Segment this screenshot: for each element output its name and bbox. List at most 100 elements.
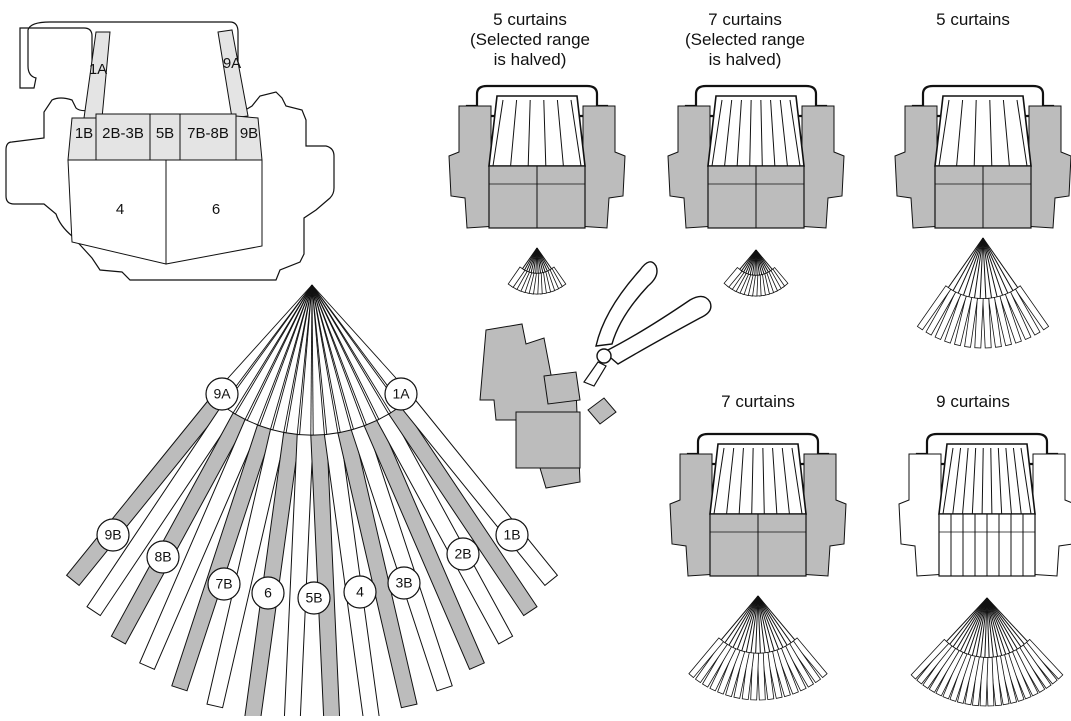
fan-strip [688, 637, 725, 679]
curtain-strip [86, 404, 236, 617]
pliers-pivot-icon [596, 348, 612, 364]
hanging-line [311, 284, 413, 397]
stage-curtain-area [938, 443, 1036, 515]
curtain-label-badge [251, 576, 285, 610]
curtain-line [724, 99, 733, 167]
curtain-label: 1A [392, 386, 410, 402]
stage-variant-v4 [669, 432, 847, 577]
curtain-label-badge [343, 575, 377, 609]
curtain-line [492, 99, 504, 167]
curtain-line [973, 99, 977, 167]
fan-strip [788, 640, 822, 684]
stage-wing-left [894, 105, 944, 229]
fan-strip [791, 637, 828, 679]
zone-label: 7B-8B [187, 125, 229, 142]
pliers-icon [595, 261, 658, 347]
stage-curtain-area [934, 95, 1032, 167]
fan-strip [741, 651, 755, 701]
fan-v2 [723, 249, 789, 297]
fan-strip [507, 266, 526, 288]
fan-strip [770, 649, 791, 698]
curtain-line [713, 447, 725, 515]
stage-variant-v3 [894, 84, 1071, 229]
fan-strip [972, 656, 985, 707]
hanging-line [232, 284, 313, 414]
caption-line: is halved) [493, 50, 567, 69]
hanging-line [283, 284, 313, 433]
fan-strip [709, 645, 737, 692]
curtain-line [1005, 447, 1012, 515]
stage-wing-left [448, 105, 498, 229]
curtain-line [1020, 447, 1032, 515]
curtain-line [779, 99, 788, 167]
curtain-line [981, 447, 984, 515]
fan-strip [964, 297, 978, 348]
curtain-label: 9A [213, 386, 231, 402]
fan-strip [935, 649, 964, 697]
hanging-line [311, 284, 401, 407]
stage-curtain-area [488, 95, 586, 167]
hanging-line [296, 284, 313, 435]
curtain-label: 9B [104, 527, 121, 543]
hanging-line [257, 284, 313, 426]
fan-strip [733, 650, 750, 699]
curtain-line [527, 99, 531, 167]
curtain-line [1016, 99, 1028, 167]
fan-strip [775, 647, 799, 695]
curtain-line [738, 447, 744, 515]
curtain-label: 7B [215, 576, 232, 592]
fan-strip [1004, 291, 1032, 341]
curtain-line [971, 447, 977, 515]
curtain-label-badge [205, 377, 239, 411]
fan-strip [694, 640, 728, 684]
hanging-line [310, 284, 313, 436]
curtain-label: 5B [305, 590, 322, 606]
fan-strip [1002, 652, 1025, 702]
hanging-line [221, 284, 313, 406]
curtain-line [942, 447, 954, 515]
curtain-label-badge [297, 581, 331, 615]
curtain-strip [363, 418, 485, 670]
caption-line: 7 curtains [721, 392, 795, 411]
zone-label: 1B [75, 125, 93, 142]
fan-strip [766, 650, 783, 699]
zone-label: 6 [212, 201, 220, 218]
fan-strip [956, 654, 976, 704]
stage-wing-right [1022, 105, 1071, 229]
fan-strip [1014, 285, 1050, 331]
fan-strip [779, 645, 807, 692]
stage-wing-right [1026, 453, 1071, 577]
hanging-line [211, 284, 313, 397]
curtain-fan: 9A 1A 9B 8B 7B 6 5B 4 3B 2B 1B [65, 284, 559, 721]
fan-strip [1017, 644, 1052, 689]
fan-strip [701, 643, 733, 688]
fan-strip [1014, 646, 1046, 693]
curtain-strip [337, 428, 418, 709]
curtain-line [543, 99, 547, 167]
caption-7-curtains-halved: 7 curtains (Selected range is halved) [645, 10, 845, 70]
zone-9a [217, 29, 249, 119]
curtain-line [789, 99, 801, 167]
stage-variant-v5 [898, 432, 1071, 577]
fan-strip [916, 285, 952, 331]
curtain-line [510, 99, 518, 167]
pliers-jaw-icon [583, 361, 607, 387]
curtain-label-badge [384, 377, 418, 411]
cutting-illustration [479, 261, 712, 489]
stage-wing-right [576, 105, 626, 229]
curtain-line [956, 99, 964, 167]
caption-line: 7 curtains [708, 10, 782, 29]
caption-9-curtains: 9 curtains [883, 392, 1063, 412]
stage-wing-left [669, 453, 719, 577]
curtain-line [726, 447, 735, 515]
fan-strip [761, 651, 775, 701]
hanging-line [311, 284, 325, 435]
fan-v1 [507, 247, 567, 295]
zone-label: 1A [89, 61, 107, 78]
cut-piece-small-icon [587, 397, 617, 425]
curtain-line [556, 99, 564, 167]
curtain-line [762, 447, 765, 515]
caption-5-curtains: 5 curtains [883, 10, 1063, 30]
curtain-line [570, 99, 582, 167]
